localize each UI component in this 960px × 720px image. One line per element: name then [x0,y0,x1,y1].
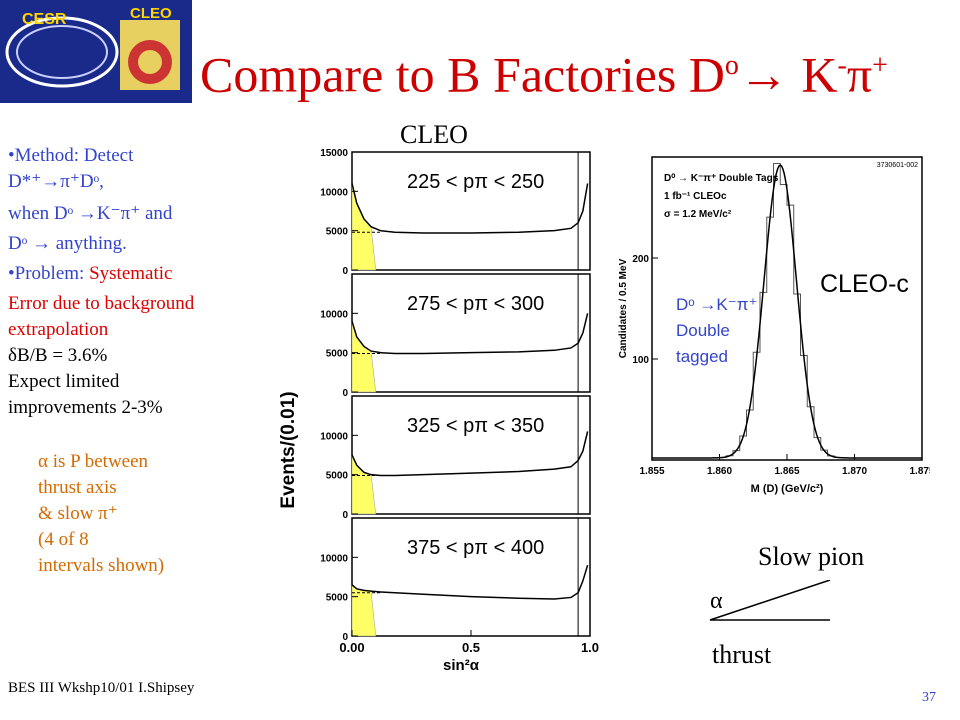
footer-text: BES III Wkshp10/01 I.Shipsey [8,680,195,696]
logo-cesr-text: CESR [22,11,67,28]
panel-momentum-label: 325 < pπ < 350 [407,415,544,437]
panel-frame [351,395,591,515]
double-tag-label: Dᵒ →K⁻π⁺ Double tagged [676,292,757,370]
alpha-note: & slow π⁺ [38,503,118,524]
title-sup-plus: + [872,50,888,81]
x-tick-label: 1.855 [639,466,664,477]
cleo-sin2alpha-chart: Events/(0.01) 15000 10000 5000 0 225 < pπ < 2… [280,148,599,674]
slide-title: Compare to B Factories Do→ K-π+ [200,30,888,110]
x-tick-label: 1.870 [842,466,867,477]
problem-keyword: Systematic [89,263,173,284]
panel-momentum-label: 275 < pπ < 300 [407,293,544,315]
y-tick-label: 5000 [326,593,349,604]
data-curve [351,431,589,477]
title-sup-minus: - [837,50,847,81]
alpha-label: α [710,588,723,614]
figure-id-text: 3730601-002 [877,162,918,169]
cesr-cleo-logo: CESR CLEO [0,0,192,103]
title-sup-o: o [724,50,739,81]
method-line: when Dᵒ →K⁻π⁺ and [8,203,173,224]
y-tick-label: 10000 [320,553,348,564]
x-tick-label: 1.0 [581,640,599,655]
logo-cleo-text: CLEO [130,5,172,22]
problem-line: extrapolation [8,319,109,340]
page-number: 37 [922,690,936,705]
x-tick-label: 1.860 [707,466,732,477]
y-tick-label: 0 [342,632,348,643]
y-axis-title: Events/(0.01) [280,391,299,508]
alpha-note: thrust axis [38,477,117,498]
y-tick-label: 200 [632,254,649,265]
problem-line: •Problem: Systematic [8,261,298,287]
legend-line: σ = 1.2 MeV/c² [664,209,732,220]
method-line: Dᵒ → anything. [8,233,127,254]
x-tick-label: 1.875 [909,466,930,477]
x-tick-label: 0.00 [339,640,364,655]
y-tick-label: 100 [632,355,649,366]
pion-direction-line [709,580,831,621]
panel-frame [351,151,591,271]
expect-line: Expect limited [8,371,120,392]
alpha-note: (4 of 8 [38,529,89,550]
x-tick-label: 1.865 [774,466,799,477]
panel-momentum-label: 225 < pπ < 250 [407,171,544,193]
cleoc-label: CLEO-c [820,270,909,298]
cleoc-mass-chart: 1.855 1.860 1.865 1.870 1.875 200 100 M (D) (Ge… [618,156,930,495]
y-tick-label: 10000 [320,187,348,198]
legend-line: D⁰ → K⁻π⁺ Double Tags [664,173,779,184]
y-tick-label: 10000 [320,431,348,442]
y-tick-label: 15000 [320,148,348,159]
data-curve [351,564,589,600]
logo-banner: CESR CLEO [0,0,192,103]
y-tick-label: 0 [342,510,348,521]
thrust-label: thrust [712,640,772,669]
expect-line: improvements 2-3% [8,397,163,418]
slow-pion-label: Slow pion [758,542,865,571]
alpha-note: α is P between [38,451,149,472]
problem-label: •Problem: [8,263,90,284]
alpha-angle-diagram [709,580,831,621]
data-curve [351,183,589,234]
title-pi: π [846,46,873,103]
alpha-note: intervals shown) [38,555,165,576]
double-tag-line: tagged [676,347,728,366]
data-curve [351,313,589,355]
gaussian-fit-curve [652,164,922,459]
method-line: •Method: Detect [8,145,134,166]
problem-line: Error due to background [8,293,195,314]
double-tag-line: Double [676,321,730,340]
y-tick-label: 0 [342,388,348,399]
panel-frame [351,273,591,393]
title-arrow: → K [738,46,838,103]
y-tick-label: 5000 [326,349,349,360]
y-tick-label: 10000 [320,309,348,320]
title-main: Compare to B Factories D [200,46,725,103]
error-value: δB/B = 3.6% [8,345,108,366]
legend-line: 1 fb⁻¹ CLEOc [664,191,727,202]
y-tick-label: 5000 [326,227,349,238]
x-axis-title: sin²α [443,657,480,674]
method-line: D*⁺→π⁺Dᵒ, [8,171,104,192]
x-axis-title: M (D) (GeV/c²) [751,483,824,495]
cleo-label: CLEO [400,120,468,149]
panel-momentum-label: 375 < pπ < 400 [407,537,544,559]
y-tick-label: 5000 [326,471,349,482]
panel-frame [351,517,591,637]
x-tick-label: 0.5 [462,640,480,655]
y-tick-label: 0 [342,266,348,277]
y-axis-title: Candidates / 0.5 MeV [618,258,629,358]
method-text-block: •Method: Detect D*⁺→π⁺Dᵒ, when Dᵒ →K⁻π⁺ … [8,143,298,579]
double-tag-line: Dᵒ →K⁻π⁺ [676,295,758,314]
